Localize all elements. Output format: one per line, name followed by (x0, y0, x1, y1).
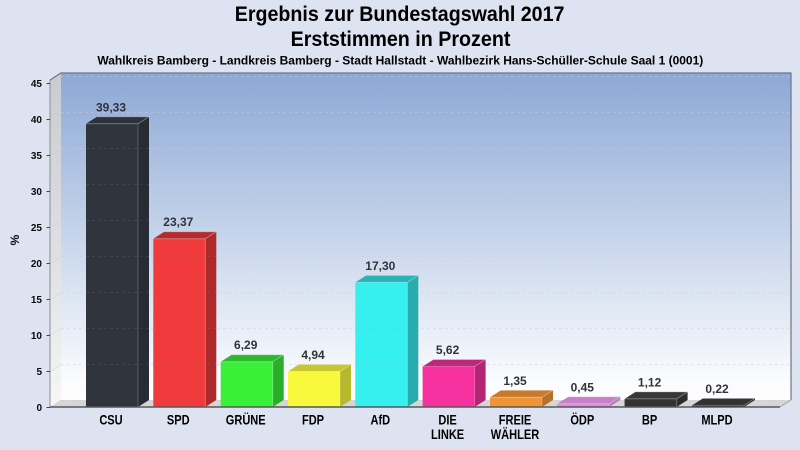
svg-text:MLPD: MLPD (701, 412, 732, 427)
svg-text:17,30: 17,30 (365, 259, 395, 273)
svg-text:40: 40 (31, 115, 43, 126)
svg-text:Erststimmen in Prozent: Erststimmen in Prozent (291, 28, 511, 51)
svg-text:SPD: SPD (167, 412, 190, 427)
svg-text:Wahlkreis Bamberg - Landkreis: Wahlkreis Bamberg - Landkreis Bamberg - … (97, 54, 703, 68)
svg-text:23,37: 23,37 (163, 215, 193, 229)
svg-text:35: 35 (31, 151, 43, 162)
svg-text:5: 5 (36, 367, 42, 378)
svg-text:LINKE: LINKE (431, 427, 464, 442)
svg-text:AfD: AfD (370, 412, 390, 427)
svg-text:20: 20 (31, 259, 43, 270)
svg-text:15: 15 (31, 295, 43, 306)
svg-text:25: 25 (31, 223, 43, 234)
svg-text:39,33: 39,33 (96, 100, 126, 114)
svg-text:0,45: 0,45 (571, 380, 595, 394)
svg-text:WÄHLER: WÄHLER (491, 426, 540, 442)
svg-text:45: 45 (31, 79, 43, 90)
svg-text:1,12: 1,12 (638, 375, 662, 389)
svg-text:0,22: 0,22 (705, 382, 729, 396)
svg-text:4,94: 4,94 (301, 348, 325, 362)
svg-text:FREIE: FREIE (499, 412, 532, 427)
svg-text:30: 30 (31, 187, 43, 198)
svg-text:BP: BP (642, 412, 657, 427)
svg-text:1,35: 1,35 (503, 374, 527, 388)
svg-text:GRÜNE: GRÜNE (226, 411, 266, 427)
svg-text:DIE: DIE (438, 412, 456, 427)
svg-text:5,62: 5,62 (436, 343, 460, 357)
svg-text:%: % (8, 234, 22, 245)
svg-text:CSU: CSU (99, 412, 122, 427)
svg-text:0: 0 (36, 403, 42, 414)
svg-text:10: 10 (31, 331, 43, 342)
svg-text:FDP: FDP (302, 412, 324, 427)
svg-text:6,29: 6,29 (234, 338, 258, 352)
svg-text:Ergebnis zur Bundestagswahl 20: Ergebnis zur Bundestagswahl 2017 (235, 4, 565, 27)
svg-text:ÖDP: ÖDP (570, 411, 594, 427)
